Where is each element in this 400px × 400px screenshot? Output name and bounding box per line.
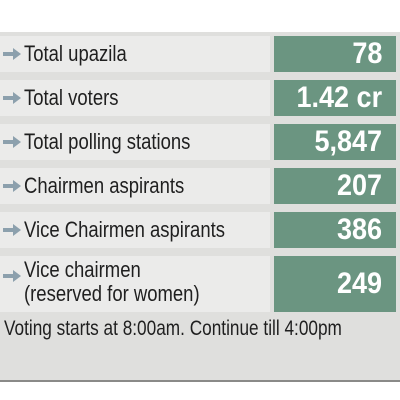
arrow-right-icon — [3, 270, 21, 282]
stat-label-cell: Total polling stations — [0, 124, 270, 160]
stat-value: 1.42 cr — [296, 81, 382, 114]
stat-label-line2: (reserved for women) — [24, 281, 200, 306]
voting-time-note: Voting starts at 8:00am. Continue till 4… — [4, 317, 342, 340]
stat-label: Total voters — [24, 85, 119, 110]
stat-label: Vice chairmen — [24, 257, 141, 282]
stat-label: Vice Chairmen aspirants — [24, 217, 225, 242]
stat-label-cell: Total voters — [0, 80, 270, 116]
stat-value-cell: 5,847 — [274, 124, 396, 160]
stat-value-cell: 249 — [274, 256, 396, 312]
stat-row-chairmen-aspirants: Chairmen aspirants 207 — [0, 168, 400, 204]
arrow-right-icon — [3, 224, 21, 236]
stat-row-total-upazila: Total upazila 78 — [0, 36, 400, 72]
stat-label: Chairmen aspirants — [24, 173, 185, 198]
arrow-right-icon — [3, 92, 21, 104]
stat-label-cell: Vice Chairmen aspirants — [0, 212, 270, 248]
stat-label: Total upazila — [24, 41, 127, 66]
stat-label-cell: Total upazila — [0, 36, 270, 72]
stat-label-cell: Vice chairmen (reserved for women) — [0, 256, 270, 312]
stat-value-cell: 386 — [274, 212, 396, 248]
stat-value: 249 — [336, 267, 382, 300]
stat-row-vice-chairmen-women: Vice chairmen (reserved for women) 249 — [0, 256, 400, 312]
stat-value: 78 — [351, 37, 382, 70]
stat-value: 386 — [336, 213, 382, 246]
stat-value-cell: 207 — [274, 168, 396, 204]
stat-value: 207 — [336, 169, 382, 202]
stat-value-cell: 78 — [274, 36, 396, 72]
stat-row-vice-chairmen-aspirants: Vice Chairmen aspirants 386 — [0, 212, 400, 248]
stat-row-total-polling-stations: Total polling stations 5,847 — [0, 124, 400, 160]
arrow-right-icon — [3, 180, 21, 192]
stat-label-cell: Chairmen aspirants — [0, 168, 270, 204]
arrow-right-icon — [3, 136, 21, 148]
election-stats-panel: Total upazila 78 Total voters 1.42 cr To… — [0, 32, 400, 382]
stat-value-cell: 1.42 cr — [274, 80, 396, 116]
stat-value: 5,847 — [314, 125, 382, 158]
stat-row-total-voters: Total voters 1.42 cr — [0, 80, 400, 116]
arrow-right-icon — [3, 48, 21, 60]
stat-label: Total polling stations — [24, 129, 191, 154]
